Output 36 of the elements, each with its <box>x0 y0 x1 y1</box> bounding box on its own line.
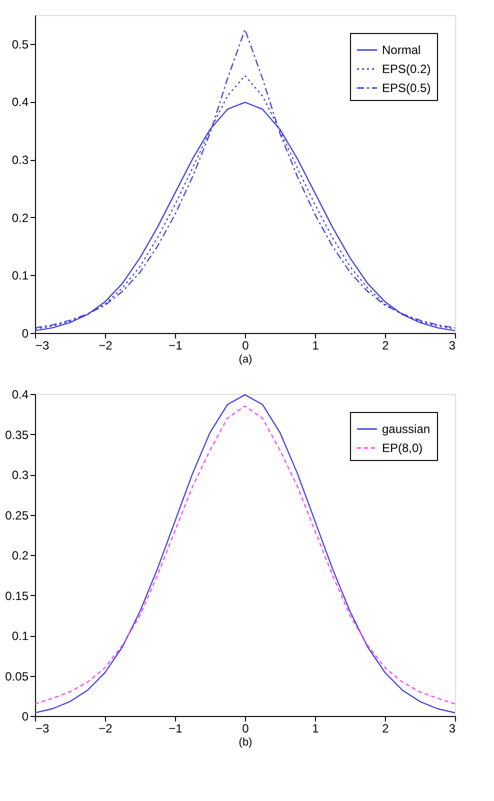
x-tick-label: −3 <box>36 338 50 352</box>
y-tick-label: 0.4 <box>12 388 29 402</box>
x-tick-label: 3 <box>448 722 456 736</box>
x-tick-label: −1 <box>168 338 183 352</box>
legend-label: EPS(0.5) <box>382 81 431 95</box>
y-tick-label: 0.05 <box>5 669 29 684</box>
x-tick-label: 1 <box>312 722 320 736</box>
y-tick-label: 0 <box>22 710 29 724</box>
y-tick-label: 0.1 <box>12 629 29 643</box>
x-tick-label: −3 <box>36 722 50 736</box>
y-tick-label: 0.5 <box>12 37 29 52</box>
y-tick-label: 0.3 <box>12 468 29 482</box>
y-tick-label: 0.3 <box>12 153 29 168</box>
y-tick-label: 0 <box>22 326 29 340</box>
x-axis-title: (a) <box>238 354 252 366</box>
y-tick-label: 0.1 <box>12 268 29 283</box>
x-tick-label: 0 <box>242 722 250 736</box>
x-axis-title: (b) <box>238 736 252 748</box>
x-tick-label: 0 <box>242 338 250 352</box>
x-tick-label: 2 <box>382 722 390 736</box>
y-tick-label: 0.2 <box>12 548 29 562</box>
x-tick-label: −2 <box>98 338 113 352</box>
legend-label: gaussian <box>382 422 430 436</box>
y-tick-label: 0.4 <box>12 95 29 110</box>
x-tick-label: −1 <box>168 722 183 736</box>
x-tick-label: 1 <box>312 338 320 352</box>
y-tick-label: 0.35 <box>5 428 29 442</box>
y-tick-label: 0.15 <box>5 588 29 603</box>
y-tick-label: 0.25 <box>5 508 29 522</box>
x-tick-label: 3 <box>448 338 456 352</box>
legend-label: EPS(0.2) <box>382 62 431 76</box>
x-tick-label: 2 <box>382 338 390 352</box>
y-tick-label: 0.2 <box>12 210 29 225</box>
x-tick-label: −2 <box>98 722 113 736</box>
legend-label: EP(8,0) <box>382 441 423 455</box>
legend-label: Normal <box>382 43 421 57</box>
